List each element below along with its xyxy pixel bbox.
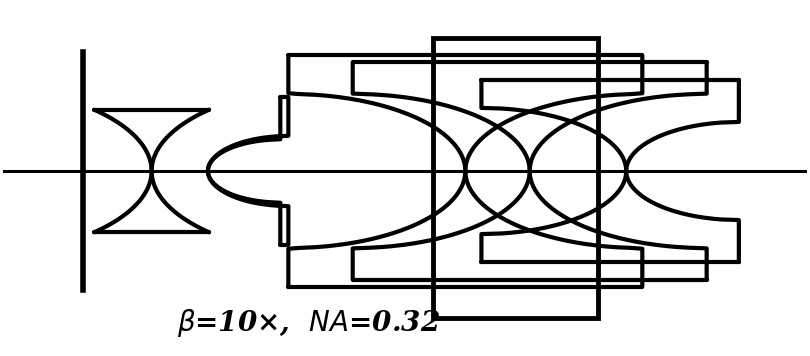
Text: $\beta$=10×,  $\mathit{NA}$=0.32: $\beta$=10×, $\mathit{NA}$=0.32 (177, 307, 440, 339)
Bar (433, 38, 598, 318)
